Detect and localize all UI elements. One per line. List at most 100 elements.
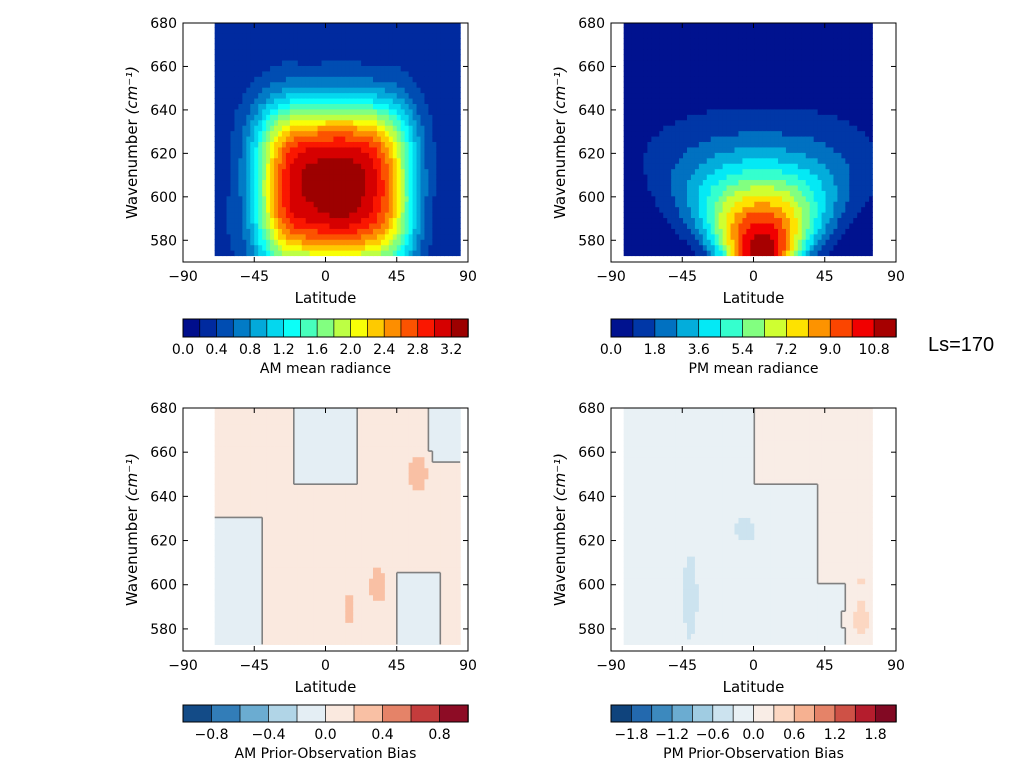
heatmap-cell xyxy=(278,228,283,235)
heatmap-cell xyxy=(424,125,430,132)
heatmap-cell xyxy=(384,233,390,240)
heatmap-cell xyxy=(667,87,672,94)
heatmap-cell xyxy=(341,81,346,88)
heatmap-cell xyxy=(722,168,728,175)
heatmap-cell xyxy=(718,146,724,153)
heatmap-cell xyxy=(408,135,414,143)
heatmap-cell xyxy=(361,27,366,34)
heatmap-cell xyxy=(432,228,437,235)
heatmap-cell xyxy=(262,157,267,164)
heatmap-cell xyxy=(289,32,295,39)
heatmap-cell xyxy=(782,125,787,132)
heatmap-cell xyxy=(214,23,220,28)
heatmap-cell xyxy=(365,239,370,246)
heatmap-cell xyxy=(380,119,386,126)
heatmap-cell xyxy=(436,141,441,148)
heatmap-cell xyxy=(734,130,740,137)
heatmap-cell xyxy=(714,70,720,77)
heatmap-cell xyxy=(357,250,362,257)
heatmap-cell xyxy=(643,92,649,99)
heatmap-cell xyxy=(412,157,418,164)
heatmap-cell xyxy=(365,179,370,186)
heatmap-cell xyxy=(671,87,676,94)
heatmap-cell xyxy=(230,76,236,83)
heatmap-cell xyxy=(400,59,406,66)
heatmap-cell xyxy=(234,59,240,66)
heatmap-cell xyxy=(440,59,445,66)
heatmap-cell xyxy=(623,146,629,153)
heatmap-cell xyxy=(388,190,394,197)
heatmap-cell xyxy=(635,87,641,94)
heatmap-cell xyxy=(821,103,827,110)
heatmap-cell xyxy=(667,119,672,126)
heatmap-cell xyxy=(230,195,236,202)
heatmap-cell xyxy=(651,141,656,148)
heatmap-cell xyxy=(659,87,664,94)
heatmap-cell xyxy=(337,201,342,208)
heatmap-cell xyxy=(801,244,807,251)
heatmap-cell xyxy=(333,65,338,72)
heatmap-cell xyxy=(710,168,716,175)
heatmap-cell xyxy=(254,179,259,186)
heatmap-cell xyxy=(448,108,453,115)
heatmap-cell xyxy=(793,174,799,181)
heatmap-cell xyxy=(809,135,815,143)
heatmap-cell xyxy=(234,65,240,72)
heatmap-cell xyxy=(702,157,708,164)
heatmap-cell xyxy=(797,190,803,197)
heatmap-cell xyxy=(281,38,287,45)
heatmap-cell xyxy=(428,32,433,39)
heatmap-cell xyxy=(742,206,747,213)
heatmap-cell xyxy=(770,217,775,224)
heatmap-cell xyxy=(266,108,271,115)
heatmap-cell xyxy=(702,54,708,61)
heatmap-cell xyxy=(424,43,430,50)
heatmap-cell xyxy=(250,92,255,99)
heatmap-cell xyxy=(456,81,461,88)
heatmap-cell xyxy=(667,114,672,121)
heatmap-cell xyxy=(309,195,315,202)
heatmap-cell xyxy=(817,157,823,164)
heatmap-cell xyxy=(309,135,315,143)
heatmap-cell xyxy=(635,103,641,110)
heatmap-cell xyxy=(278,201,283,208)
heatmap-cell xyxy=(694,59,700,66)
heatmap-cell xyxy=(285,239,291,246)
heatmap-cell xyxy=(809,206,815,213)
heatmap-cell xyxy=(710,87,716,94)
heatmap-cell xyxy=(301,152,307,159)
heatmap-cell xyxy=(313,59,319,66)
heatmap-cell xyxy=(432,190,437,197)
heatmap-cell xyxy=(722,70,728,77)
heatmap-cell xyxy=(440,152,445,159)
heatmap-cell xyxy=(313,168,319,175)
heatmap-cell xyxy=(313,250,319,257)
heatmap-cell xyxy=(384,103,390,110)
heatmap-cell xyxy=(758,108,763,115)
heatmap-cell xyxy=(384,76,390,83)
heatmap-cell xyxy=(718,163,724,170)
heatmap-cell xyxy=(289,228,295,235)
heatmap-cell xyxy=(683,206,688,213)
y-tick-label: 660 xyxy=(150,59,177,75)
heatmap-cell xyxy=(714,217,720,224)
heatmap-cell xyxy=(623,206,629,213)
heatmap-cell xyxy=(778,239,783,246)
heatmap-cell xyxy=(361,157,366,164)
colorbar-tick-label: 0.0 xyxy=(172,342,194,358)
heatmap-cell xyxy=(218,23,224,28)
heatmap-cell xyxy=(349,119,354,126)
heatmap-cell xyxy=(702,212,708,219)
heatmap-cell xyxy=(754,239,759,246)
heatmap-cell xyxy=(246,87,251,94)
heatmap-cell xyxy=(313,108,319,115)
heatmap-cell xyxy=(400,168,406,175)
heatmap-cell xyxy=(305,179,311,186)
heatmap-cell xyxy=(416,108,422,115)
heatmap-cell xyxy=(742,190,747,197)
heatmap-cell xyxy=(436,81,441,88)
heatmap-cell xyxy=(246,206,251,213)
heatmap-cell xyxy=(718,65,724,72)
heatmap-cell xyxy=(218,32,224,39)
heatmap-cell xyxy=(313,222,319,229)
